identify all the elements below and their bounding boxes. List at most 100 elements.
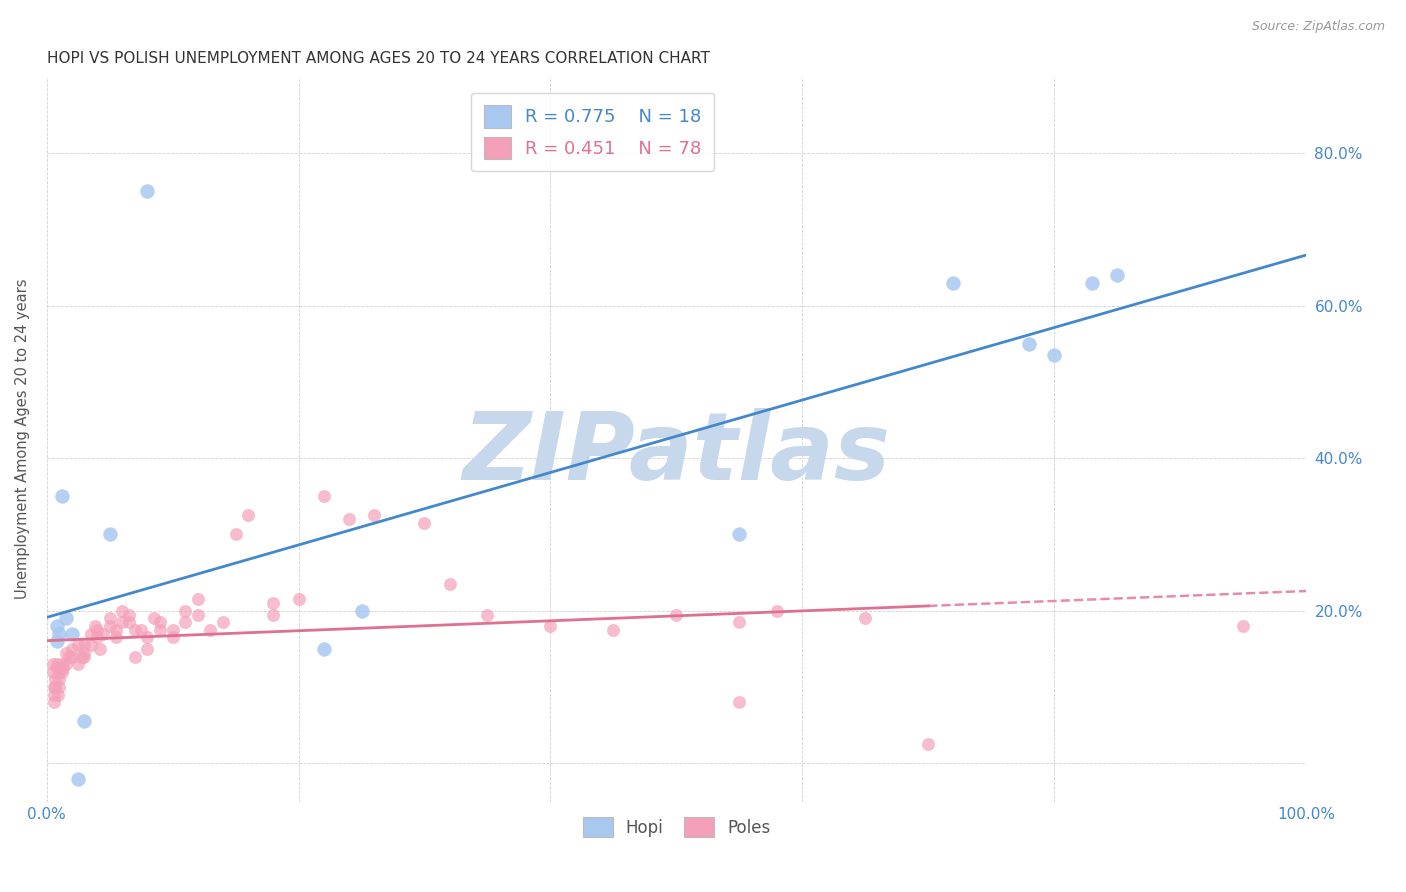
Point [73, 649, 96, 664]
Point [55, 646, 77, 660]
Point [162, 623, 184, 637]
Point [853, 611, 876, 625]
Point [58, 649, 80, 664]
Point [136, 184, 159, 198]
Point [174, 604, 197, 618]
Point [1107, 268, 1129, 282]
Point [104, 623, 127, 637]
Y-axis label: Unemployment Among Ages 20 to 24 years: Unemployment Among Ages 20 to 24 years [15, 279, 30, 599]
Point [55, 611, 77, 625]
Point [44, 673, 66, 687]
Point [225, 527, 247, 541]
Point [363, 508, 385, 523]
Point [942, 276, 965, 290]
Point [602, 623, 624, 637]
Point [44, 688, 66, 702]
Point [80, 638, 103, 652]
Point [73, 714, 96, 729]
Point [766, 604, 789, 618]
Point [98, 527, 121, 541]
Point [67, 638, 90, 652]
Point [350, 604, 373, 618]
Point [238, 508, 260, 523]
Point [212, 615, 235, 630]
Point [60, 626, 83, 640]
Point [73, 646, 96, 660]
Text: HOPI VS POLISH UNEMPLOYMENT AMONG AGES 20 TO 24 YEARS CORRELATION CHART: HOPI VS POLISH UNEMPLOYMENT AMONG AGES 2… [46, 51, 710, 66]
Point [187, 607, 209, 622]
Point [55, 657, 77, 672]
Point [124, 649, 146, 664]
Point [86, 631, 108, 645]
Point [44, 695, 66, 709]
Legend: Hopi, Poles: Hopi, Poles [576, 810, 778, 844]
Point [1232, 619, 1254, 633]
Point [665, 607, 688, 622]
Point [477, 607, 499, 622]
Point [728, 695, 751, 709]
Point [80, 626, 103, 640]
Point [60, 649, 83, 664]
Point [42, 665, 65, 679]
Point [312, 642, 335, 657]
Point [1081, 276, 1104, 290]
Point [51, 665, 73, 679]
Point [439, 577, 461, 591]
Point [42, 657, 65, 672]
Point [142, 611, 165, 625]
Point [136, 642, 159, 657]
Point [149, 615, 172, 630]
Point [312, 489, 335, 503]
Point [45, 657, 67, 672]
Point [413, 516, 436, 530]
Point [117, 607, 139, 622]
Point [187, 592, 209, 607]
Text: ZIPatlas: ZIPatlas [463, 408, 890, 500]
Point [136, 631, 159, 645]
Text: Source: ZipAtlas.com: Source: ZipAtlas.com [1251, 20, 1385, 33]
Point [262, 607, 284, 622]
Point [728, 615, 751, 630]
Point [117, 615, 139, 630]
Point [45, 619, 67, 633]
Point [44, 680, 66, 694]
Point [917, 737, 939, 751]
Point [129, 623, 152, 637]
Point [48, 673, 70, 687]
Point [174, 615, 197, 630]
Point [98, 619, 121, 633]
Point [51, 489, 73, 503]
Point [124, 623, 146, 637]
Point [538, 619, 561, 633]
Point [91, 626, 114, 640]
Point [728, 527, 751, 541]
Point [48, 626, 70, 640]
Point [45, 634, 67, 648]
Point [149, 623, 172, 637]
Point [67, 657, 90, 672]
Point [1043, 348, 1066, 362]
Point [51, 657, 73, 672]
Point [83, 619, 105, 633]
Point [104, 631, 127, 645]
Point [52, 661, 75, 675]
Point [44, 680, 66, 694]
Point [111, 615, 134, 630]
Point [111, 604, 134, 618]
Point [287, 592, 309, 607]
Point [200, 623, 222, 637]
Point [48, 665, 70, 679]
Point [89, 642, 111, 657]
Point [262, 596, 284, 610]
Point [70, 649, 93, 664]
Point [98, 611, 121, 625]
Point [86, 623, 108, 637]
Point [162, 631, 184, 645]
Point [1018, 336, 1040, 351]
Point [48, 680, 70, 694]
Point [67, 772, 90, 786]
Point [73, 638, 96, 652]
Point [337, 512, 360, 526]
Point [45, 661, 67, 675]
Point [46, 688, 69, 702]
